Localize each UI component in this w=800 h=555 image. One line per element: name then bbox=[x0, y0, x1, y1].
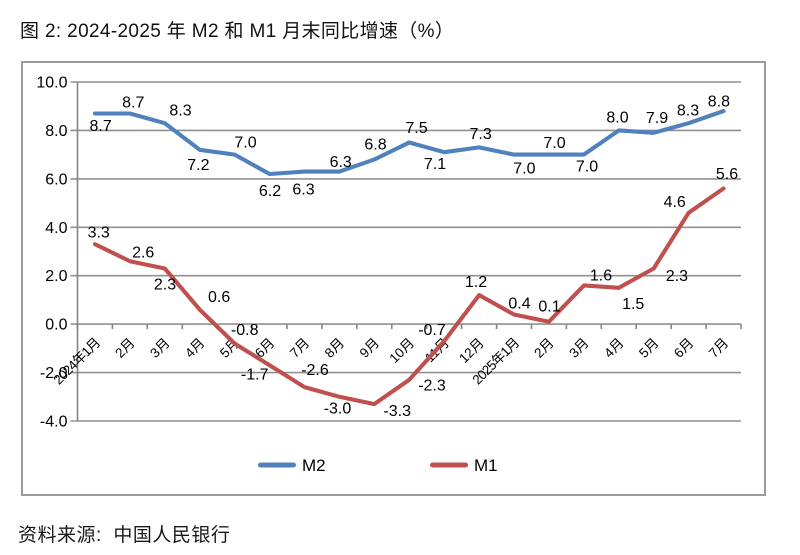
svg-text:-1.7: -1.7 bbox=[241, 367, 269, 384]
svg-text:12月: 12月 bbox=[456, 335, 487, 366]
svg-text:7.2: 7.2 bbox=[187, 157, 209, 174]
svg-text:4.6: 4.6 bbox=[664, 194, 686, 211]
svg-text:8.3: 8.3 bbox=[677, 103, 699, 120]
svg-text:2.3: 2.3 bbox=[154, 277, 176, 294]
svg-text:7.0: 7.0 bbox=[234, 135, 256, 152]
svg-text:7月: 7月 bbox=[287, 335, 312, 360]
svg-text:4月: 4月 bbox=[601, 335, 626, 360]
svg-text:6.2: 6.2 bbox=[259, 183, 281, 200]
svg-text:-2.3: -2.3 bbox=[418, 378, 446, 395]
svg-text:4.0: 4.0 bbox=[45, 220, 67, 237]
svg-text:-0.7: -0.7 bbox=[418, 322, 446, 339]
svg-text:M2: M2 bbox=[302, 456, 326, 475]
svg-text:1.6: 1.6 bbox=[590, 268, 612, 285]
svg-text:7.3: 7.3 bbox=[469, 126, 491, 143]
svg-text:-2.0: -2.0 bbox=[40, 365, 68, 382]
svg-text:7月: 7月 bbox=[706, 335, 731, 360]
svg-text:8.0: 8.0 bbox=[606, 110, 628, 127]
svg-text:0.6: 0.6 bbox=[208, 289, 230, 306]
svg-text:8.7: 8.7 bbox=[89, 118, 111, 135]
svg-text:5月: 5月 bbox=[636, 335, 661, 360]
svg-text:3月: 3月 bbox=[147, 335, 172, 360]
svg-text:-2.6: -2.6 bbox=[301, 362, 329, 379]
svg-text:2.6: 2.6 bbox=[132, 245, 154, 262]
svg-text:8.3: 8.3 bbox=[169, 103, 191, 120]
svg-text:5.6: 5.6 bbox=[716, 166, 738, 183]
svg-text:7.1: 7.1 bbox=[424, 156, 446, 173]
svg-text:-3.3: -3.3 bbox=[383, 403, 411, 420]
svg-text:0.4: 0.4 bbox=[508, 296, 530, 313]
svg-text:0.0: 0.0 bbox=[45, 317, 67, 334]
svg-text:7.5: 7.5 bbox=[405, 120, 427, 137]
svg-text:3月: 3月 bbox=[566, 335, 591, 360]
svg-text:-3.0: -3.0 bbox=[324, 401, 352, 418]
svg-text:6.0: 6.0 bbox=[45, 171, 67, 188]
svg-text:8.0: 8.0 bbox=[45, 123, 67, 140]
svg-text:9月: 9月 bbox=[357, 335, 382, 360]
svg-text:6.8: 6.8 bbox=[364, 136, 386, 153]
svg-text:7.0: 7.0 bbox=[543, 135, 565, 152]
svg-text:8.7: 8.7 bbox=[122, 95, 144, 112]
svg-text:10.0: 10.0 bbox=[36, 75, 67, 92]
svg-text:2月: 2月 bbox=[531, 335, 556, 360]
svg-text:4月: 4月 bbox=[182, 335, 207, 360]
svg-text:8.8: 8.8 bbox=[708, 93, 730, 110]
svg-text:7.0: 7.0 bbox=[576, 158, 598, 175]
svg-text:1.2: 1.2 bbox=[465, 274, 487, 291]
svg-text:-4.0: -4.0 bbox=[40, 414, 68, 431]
svg-text:2月: 2月 bbox=[112, 335, 137, 360]
svg-text:10月: 10月 bbox=[386, 335, 417, 366]
svg-text:0.1: 0.1 bbox=[538, 299, 560, 316]
svg-text:1.5: 1.5 bbox=[622, 296, 644, 313]
svg-text:6.3: 6.3 bbox=[330, 154, 352, 171]
svg-text:M1: M1 bbox=[474, 456, 498, 475]
svg-text:6.3: 6.3 bbox=[292, 182, 314, 199]
svg-text:6月: 6月 bbox=[671, 335, 696, 360]
svg-text:2.3: 2.3 bbox=[666, 268, 688, 285]
svg-text:2.0: 2.0 bbox=[45, 268, 67, 285]
svg-text:-0.8: -0.8 bbox=[231, 322, 259, 339]
svg-text:3.3: 3.3 bbox=[88, 224, 110, 241]
svg-text:8月: 8月 bbox=[322, 335, 347, 360]
svg-text:7.9: 7.9 bbox=[646, 110, 668, 127]
svg-text:7.0: 7.0 bbox=[513, 161, 535, 178]
